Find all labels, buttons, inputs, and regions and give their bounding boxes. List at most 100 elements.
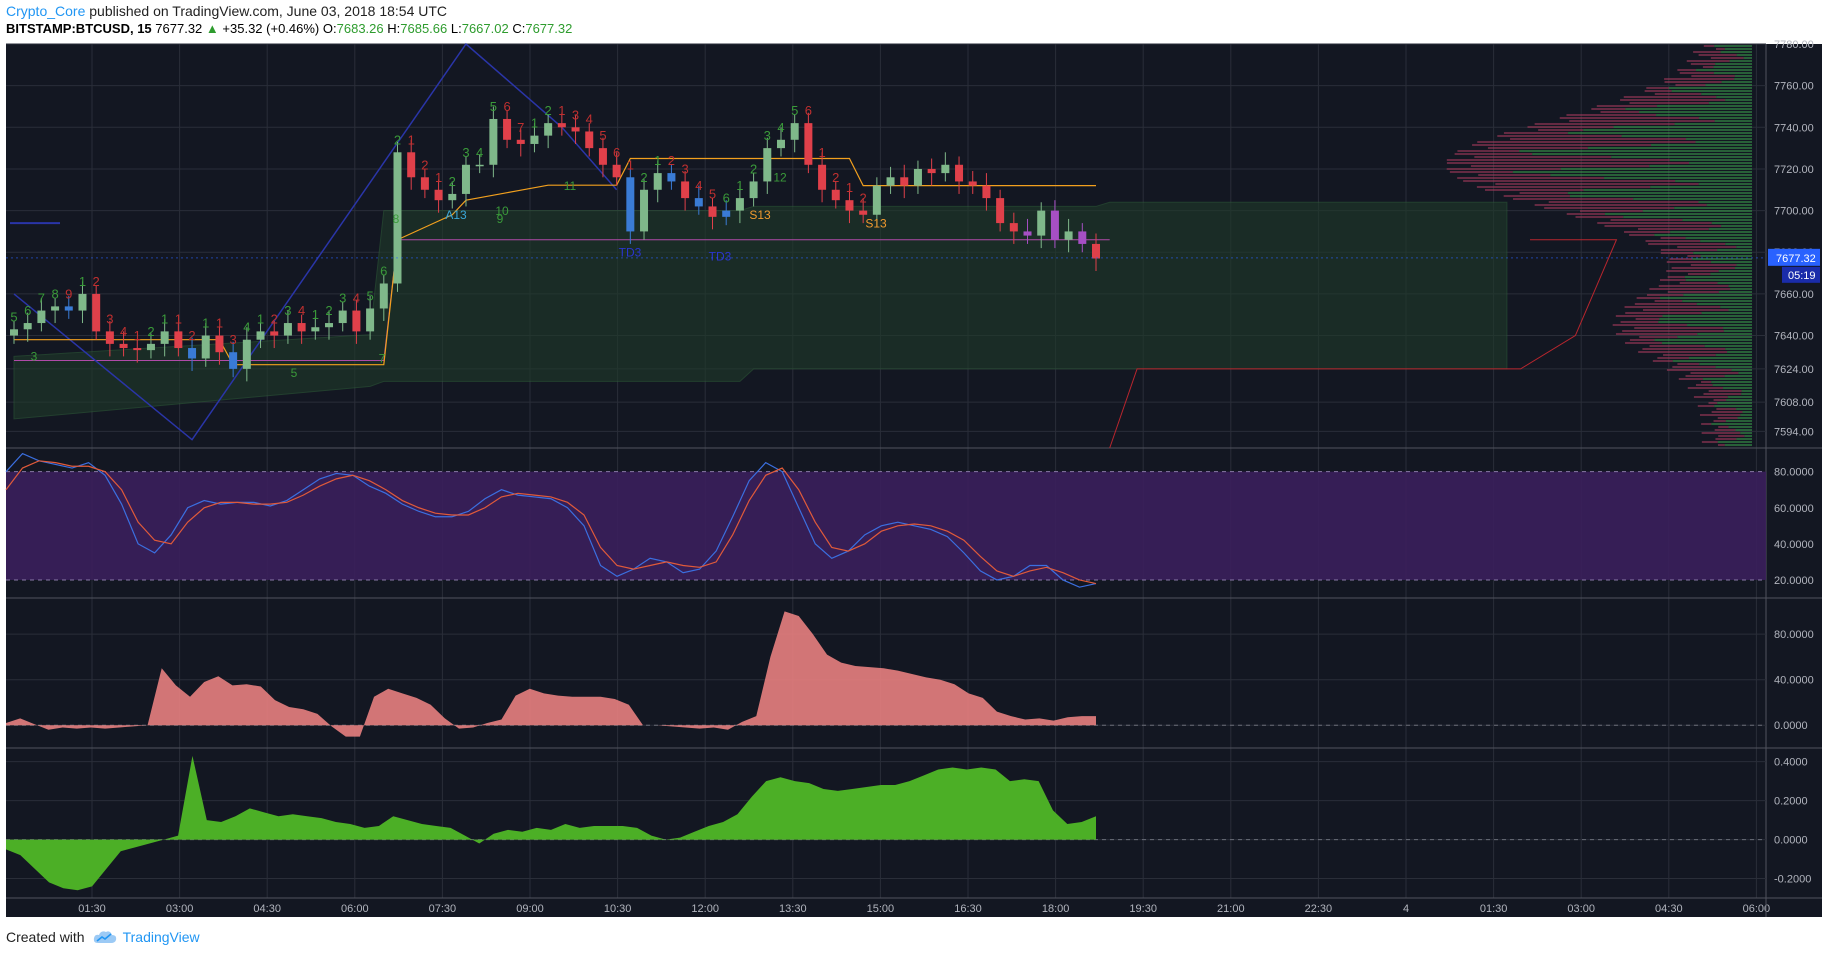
- candle-body[interactable]: [434, 189, 443, 201]
- candle-body[interactable]: [831, 189, 840, 201]
- oscillator-area: [6, 755, 1096, 891]
- candle-body[interactable]: [1064, 231, 1073, 240]
- td-count-label: 4: [476, 145, 483, 160]
- high-label: H:: [387, 21, 401, 36]
- candle-body[interactable]: [489, 118, 498, 165]
- candle-body[interactable]: [1023, 231, 1032, 236]
- candle-body[interactable]: [913, 168, 922, 186]
- candle-body[interactable]: [790, 123, 799, 140]
- td-count-label: 1: [202, 316, 209, 331]
- candle-body[interactable]: [201, 335, 210, 359]
- candle-body[interactable]: [133, 348, 142, 351]
- candle-body[interactable]: [420, 177, 429, 190]
- stochastic-tick-label: 80.0000: [1774, 467, 1814, 479]
- candle-body[interactable]: [366, 308, 375, 332]
- candle-body[interactable]: [256, 331, 265, 340]
- candle-body[interactable]: [886, 177, 895, 186]
- candle-body[interactable]: [1050, 210, 1059, 240]
- candle-body[interactable]: [968, 181, 977, 186]
- candle-body[interactable]: [955, 164, 964, 182]
- candle-body[interactable]: [270, 331, 279, 336]
- candle-body[interactable]: [927, 168, 936, 174]
- td-count-label: 1: [627, 157, 634, 172]
- candle-body[interactable]: [681, 181, 690, 199]
- candle-body[interactable]: [544, 123, 553, 136]
- candle-body[interactable]: [283, 323, 292, 336]
- td-count-label: 2: [394, 132, 401, 147]
- candle-body[interactable]: [982, 185, 991, 199]
- candle-body[interactable]: [105, 331, 114, 344]
- candle-body[interactable]: [160, 331, 169, 344]
- candle-body[interactable]: [557, 123, 566, 128]
- td-count-label: 5: [366, 288, 373, 303]
- candle-body[interactable]: [23, 323, 32, 330]
- candle-body[interactable]: [845, 200, 854, 211]
- candle-body[interactable]: [1009, 223, 1018, 232]
- candle-body[interactable]: [503, 118, 512, 140]
- candle-body[interactable]: [640, 189, 649, 232]
- td-count-label: 1: [531, 116, 538, 131]
- candle-body[interactable]: [379, 283, 388, 309]
- candle-body[interactable]: [996, 198, 1005, 224]
- candle-body[interactable]: [92, 293, 101, 332]
- candle-body[interactable]: [626, 177, 635, 232]
- tradingview-link[interactable]: TradingView: [93, 929, 200, 945]
- td-annotation: 3: [31, 350, 38, 364]
- candle-body[interactable]: [530, 135, 539, 144]
- candle-body[interactable]: [612, 164, 621, 178]
- candle-body[interactable]: [338, 310, 347, 324]
- candle-body[interactable]: [598, 148, 607, 165]
- td-count-label: 1: [175, 311, 182, 326]
- author-link[interactable]: Crypto_Core: [6, 3, 86, 19]
- symbol-label[interactable]: BITSTAMP:BTCUSD, 15: [6, 21, 152, 36]
- candle-body[interactable]: [51, 306, 60, 311]
- candle-body[interactable]: [407, 152, 416, 178]
- candle-body[interactable]: [872, 185, 881, 215]
- td-count-label: 1: [654, 153, 661, 168]
- candle-body[interactable]: [859, 210, 868, 215]
- candle-body[interactable]: [1078, 231, 1087, 244]
- candle-body[interactable]: [708, 206, 717, 217]
- td-annotation: 10: [495, 204, 509, 218]
- candle-body[interactable]: [749, 181, 758, 199]
- candle-body[interactable]: [325, 323, 334, 328]
- candle-body[interactable]: [571, 127, 580, 132]
- candle-body[interactable]: [804, 123, 813, 165]
- candle-body[interactable]: [1092, 243, 1100, 259]
- candle-body[interactable]: [393, 152, 402, 284]
- candle-body[interactable]: [297, 323, 306, 332]
- candle-body[interactable]: [10, 329, 18, 336]
- candle-body[interactable]: [146, 343, 155, 351]
- candle-body[interactable]: [229, 352, 238, 369]
- candle-body[interactable]: [352, 310, 361, 332]
- td-annotation: TD3: [619, 245, 642, 259]
- candle-body[interactable]: [1037, 210, 1046, 236]
- candle-body[interactable]: [653, 173, 662, 190]
- candle-body[interactable]: [722, 210, 731, 217]
- candle-body[interactable]: [64, 306, 73, 311]
- candle-body[interactable]: [311, 327, 320, 332]
- candle-body[interactable]: [461, 164, 470, 194]
- candle-body[interactable]: [585, 131, 594, 149]
- candle-body[interactable]: [818, 164, 827, 190]
- candle-body[interactable]: [475, 164, 484, 167]
- candle-body[interactable]: [215, 335, 224, 353]
- candle-body[interactable]: [174, 331, 183, 349]
- candle-body[interactable]: [78, 293, 87, 311]
- candle-body[interactable]: [448, 193, 457, 201]
- candle-body[interactable]: [941, 164, 950, 174]
- td-count-label: 1: [79, 274, 86, 289]
- candle-body[interactable]: [694, 198, 703, 207]
- chart-canvas[interactable]: 01:30 03:00 04:30 06:00 07:30 09:00 10:30 12:00…: [0, 0, 1824, 925]
- candle-body[interactable]: [37, 310, 46, 324]
- candle-body[interactable]: [735, 198, 744, 211]
- candle-body[interactable]: [900, 177, 909, 186]
- td-count-label: 2: [449, 174, 456, 189]
- candle-body[interactable]: [776, 139, 785, 149]
- candle-body[interactable]: [188, 348, 197, 359]
- candle-body[interactable]: [242, 339, 251, 369]
- candle-body[interactable]: [667, 173, 676, 182]
- candle-body[interactable]: [119, 343, 128, 349]
- candle-body[interactable]: [516, 139, 525, 144]
- candle-body[interactable]: [763, 148, 772, 182]
